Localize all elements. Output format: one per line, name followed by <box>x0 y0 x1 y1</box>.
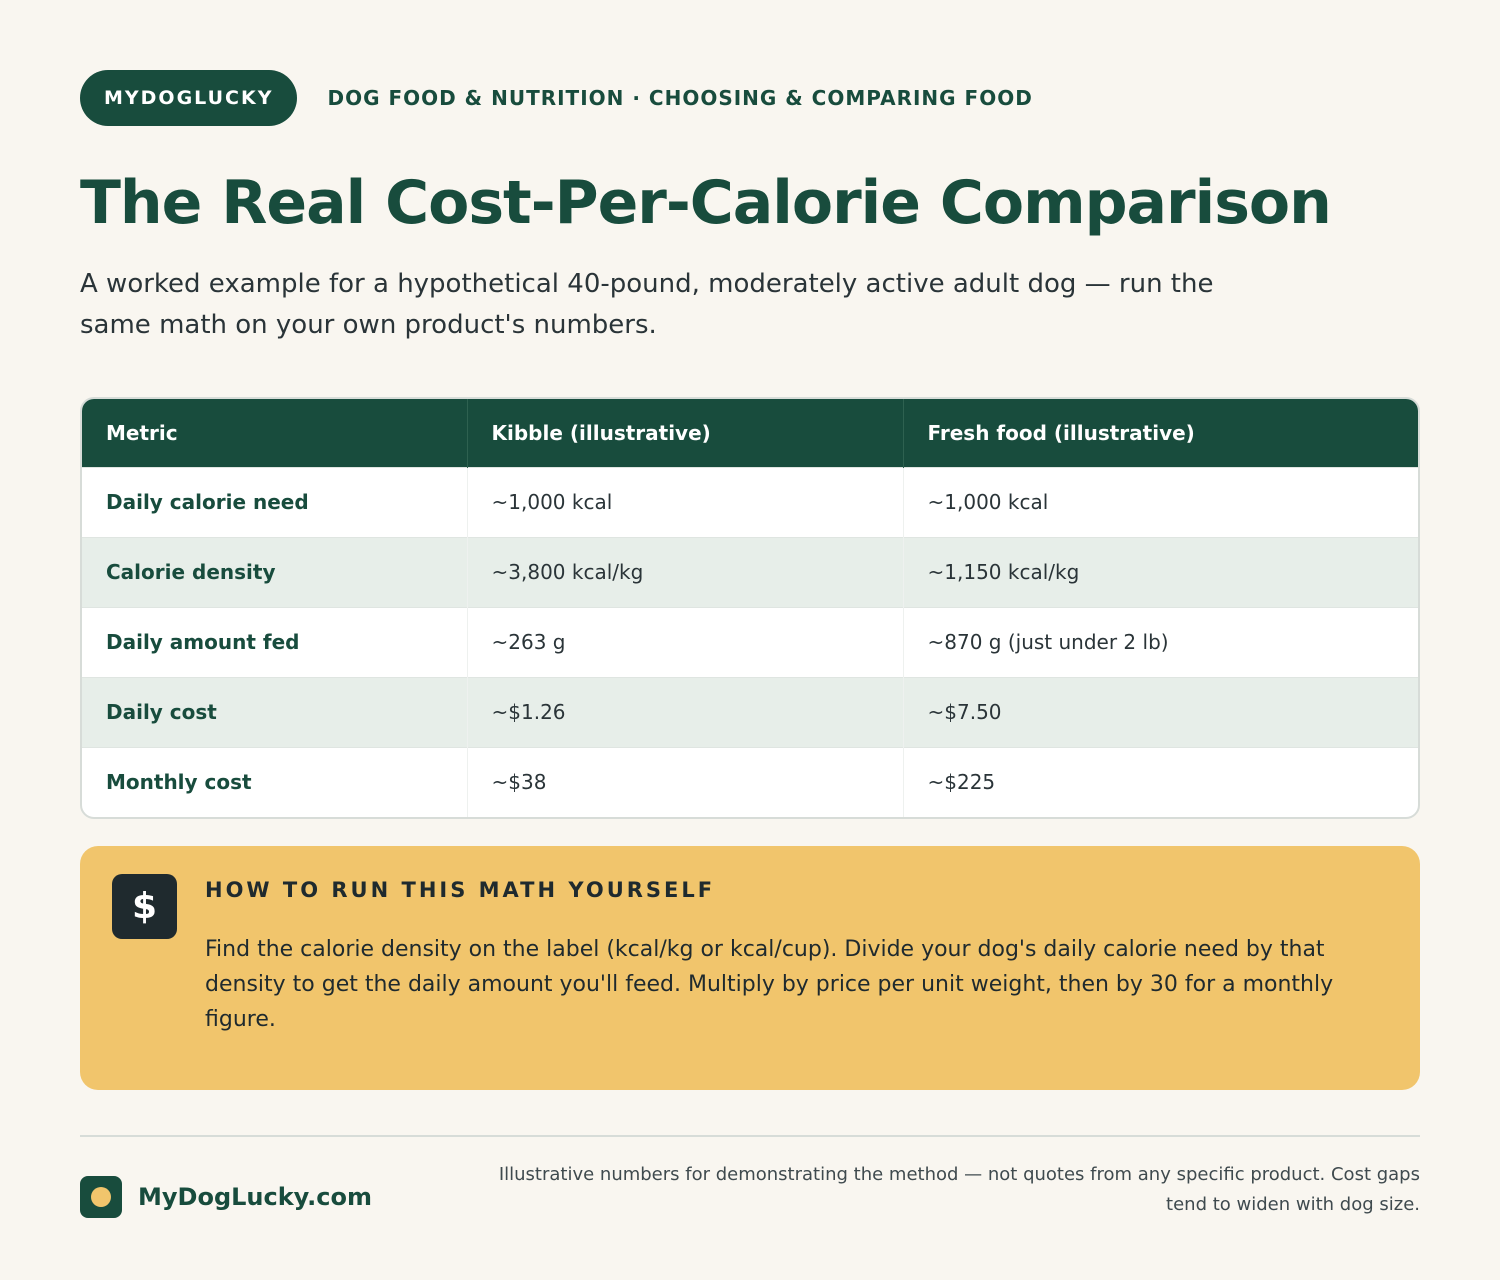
fresh-food-cell: ~1,000 kcal <box>902 466 1418 537</box>
table-row: Monthly cost ~$38 ~$225 <box>82 746 1418 817</box>
kibble-cell: ~$1.26 <box>466 676 903 747</box>
page-subtitle: A worked example for a hypothetical 40-p… <box>80 269 1214 340</box>
breadcrumb: DOG FOOD & NUTRITION · CHOOSING & COMPAR… <box>327 86 1033 110</box>
metric-cell: Monthly cost <box>82 746 467 817</box>
callout-title: HOW TO RUN THIS MATH YOURSELF <box>205 878 716 902</box>
how-to-callout: $ HOW TO RUN THIS MATH YOURSELF Find the… <box>80 846 1420 1090</box>
table-header-row: Metric Kibble (illustrative) Fresh food … <box>82 399 1418 467</box>
column-header-metric: Metric <box>82 399 467 467</box>
kibble-cell: ~3,800 kcal/kg <box>466 536 903 607</box>
logo-icon <box>80 1176 122 1218</box>
comparison-table: Metric Kibble (illustrative) Fresh food … <box>80 397 1420 819</box>
column-header-kibble: Kibble (illustrative) <box>466 399 903 467</box>
brand-badge[interactable]: MYDOGLUCKY <box>80 70 298 126</box>
fresh-food-cell: ~$7.50 <box>902 676 1418 747</box>
footer-disclaimer: Illustrative numbers for demonstrating t… <box>498 1164 1420 1215</box>
dollar-icon: $ <box>112 874 177 939</box>
logo-dot <box>91 1187 111 1207</box>
table-row: Daily cost ~$1.26 ~$7.50 <box>82 676 1418 747</box>
callout-body: Find the calorie density on the label (k… <box>205 937 1334 1032</box>
fresh-food-cell: ~$225 <box>902 746 1418 817</box>
kibble-cell: ~263 g <box>466 606 903 677</box>
fresh-food-cell: ~1,150 kcal/kg <box>902 536 1418 607</box>
page-title: The Real Cost-Per-Calorie Comparison <box>80 168 1332 238</box>
metric-cell: Daily amount fed <box>82 606 467 677</box>
metric-cell: Daily calorie need <box>82 466 467 537</box>
site-link[interactable]: MyDogLucky.com <box>138 1183 372 1211</box>
table-row: Daily amount fed ~263 g ~870 g (just und… <box>82 606 1418 677</box>
kibble-cell: ~1,000 kcal <box>466 466 903 537</box>
kibble-cell: ~$38 <box>466 746 903 817</box>
column-header-fresh-food: Fresh food (illustrative) <box>902 399 1418 467</box>
footer-brand[interactable]: MyDogLucky.com <box>80 1176 372 1218</box>
table-row: Daily calorie need ~1,000 kcal ~1,000 kc… <box>82 466 1418 537</box>
header: MYDOGLUCKY DOG FOOD & NUTRITION · CHOOSI… <box>80 70 1033 126</box>
footer-divider <box>80 1135 1420 1137</box>
metric-cell: Calorie density <box>82 536 467 607</box>
fresh-food-cell: ~870 g (just under 2 lb) <box>902 606 1418 677</box>
table-row: Calorie density ~3,800 kcal/kg ~1,150 kc… <box>82 536 1418 607</box>
metric-cell: Daily cost <box>82 676 467 747</box>
